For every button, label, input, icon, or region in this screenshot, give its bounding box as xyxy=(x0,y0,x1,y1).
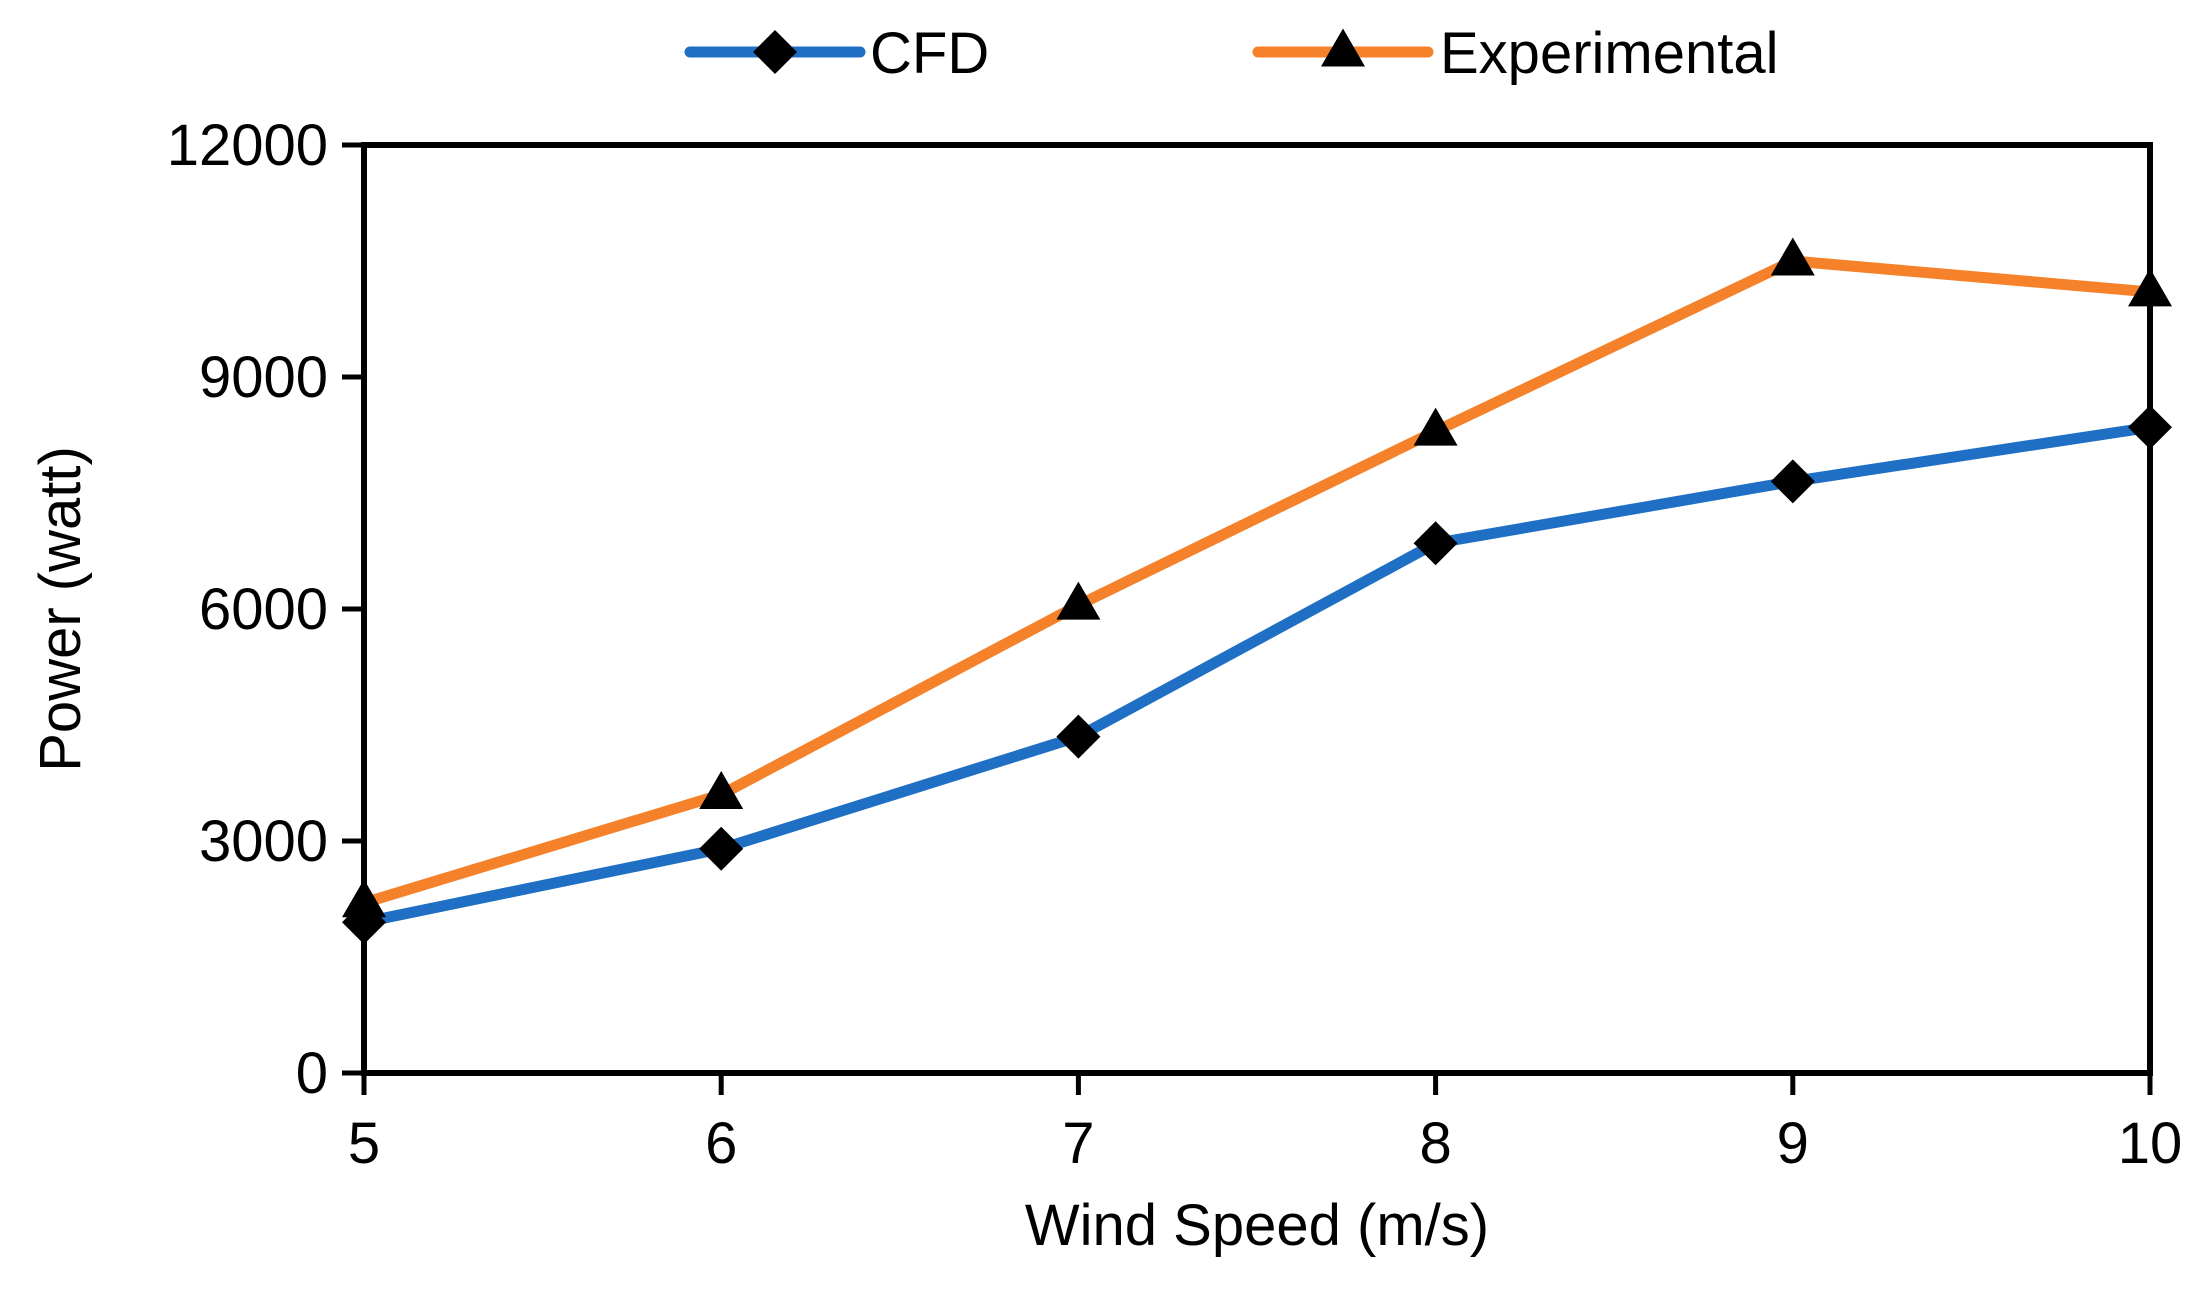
y-tick-label: 0 xyxy=(296,1041,328,1106)
x-tick-label: 5 xyxy=(348,1111,380,1176)
legend-label-experimental: Experimental xyxy=(1440,21,1778,86)
x-axis-title: Wind Speed (m/s) xyxy=(1025,1193,1489,1258)
data-point-experimental xyxy=(1056,581,1101,620)
y-tick-label: 9000 xyxy=(199,345,328,410)
x-tick-label: 10 xyxy=(2118,1111,2183,1176)
y-tick-label: 3000 xyxy=(199,809,328,874)
data-point-cfd xyxy=(1056,714,1101,759)
series-line-cfd xyxy=(358,421,2156,928)
x-tick-label: 8 xyxy=(1419,1111,1451,1176)
data-point-experimental xyxy=(699,771,744,810)
y-axis-title: Power (watt) xyxy=(28,446,93,772)
data-point-cfd xyxy=(699,826,744,871)
plot-frame xyxy=(361,142,2153,1076)
data-point-cfd xyxy=(1413,521,1458,566)
legend-marker-cfd xyxy=(753,30,797,74)
legend: CFD Experimental xyxy=(684,21,1778,86)
x-tick-label: 6 xyxy=(705,1111,737,1176)
data-point-cfd xyxy=(1770,459,1815,504)
y-tick-label: 12000 xyxy=(167,113,328,178)
x-axis: 5 6 7 8 9 10 xyxy=(348,1073,2182,1176)
x-tick-label: 7 xyxy=(1062,1111,1094,1176)
series-line-experimental xyxy=(358,255,2156,909)
y-tick-label: 6000 xyxy=(199,577,328,642)
legend-label-cfd: CFD xyxy=(870,21,989,86)
y-axis: 0 3000 6000 9000 12000 xyxy=(167,113,364,1106)
x-tick-label: 9 xyxy=(1777,1111,1809,1176)
plot-lines xyxy=(358,255,2156,928)
data-point-experimental xyxy=(1770,237,1815,276)
plot-markers xyxy=(342,237,2172,945)
legend-marker-experimental xyxy=(1321,28,1365,67)
data-point-experimental xyxy=(1413,407,1458,446)
